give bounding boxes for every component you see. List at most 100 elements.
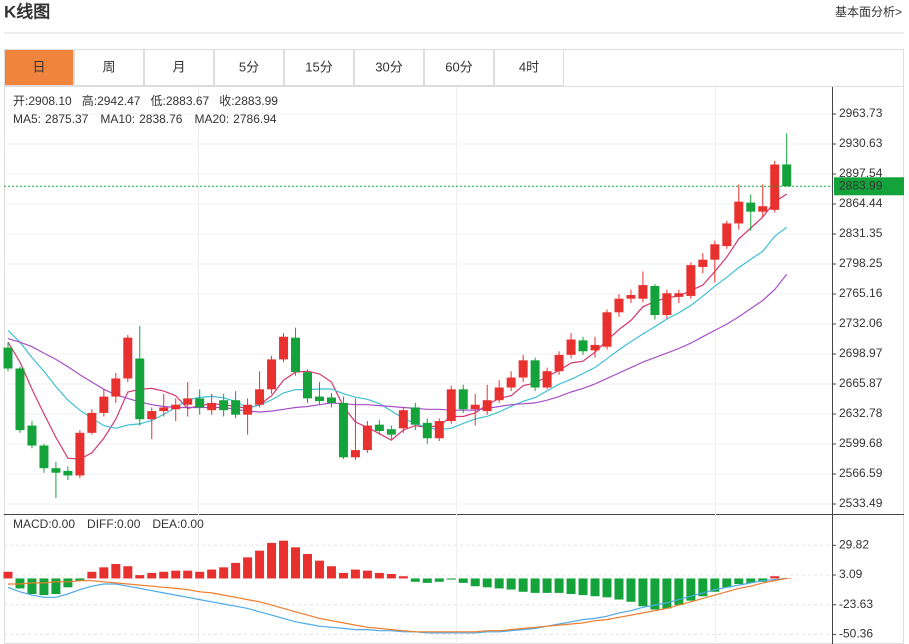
tab-bg: [214, 49, 284, 86]
tab[interactable]: 5分: [214, 49, 284, 86]
macd-bar: [362, 570, 372, 579]
candle-body: [63, 470, 73, 476]
macd-bar: [219, 567, 229, 579]
readout-text: 2942.47: [97, 94, 141, 108]
macd-bar: [470, 578, 480, 587]
candle-body: [350, 450, 360, 458]
macd-bar: [195, 571, 205, 579]
candle-body: [219, 400, 229, 411]
macd-bar: [626, 578, 636, 602]
readout-text: 高:: [82, 93, 97, 108]
macd-bar: [686, 578, 696, 601]
macd-bar: [207, 569, 217, 579]
macd-bar: [458, 578, 468, 583]
tab[interactable]: 15分: [284, 49, 354, 86]
macd-bar: [554, 578, 564, 593]
tab[interactable]: 60分: [424, 49, 494, 86]
candle-body: [506, 377, 516, 388]
macd-bar: [338, 572, 348, 579]
macd-bar: [410, 578, 420, 582]
y-tick-label: 2698.97: [839, 346, 883, 360]
readout-text: 收:: [219, 94, 234, 108]
macd-bar: [243, 557, 253, 579]
candle-body: [722, 223, 732, 247]
candle-body: [195, 398, 205, 408]
candle-body: [650, 285, 660, 315]
candle-body: [422, 422, 432, 439]
macd-bar: [482, 578, 492, 588]
readout-text: MA20:: [194, 112, 229, 126]
candle-body: [542, 371, 552, 388]
candle-body: [686, 265, 696, 296]
tab[interactable]: 月: [144, 49, 214, 86]
macd-bar: [111, 564, 121, 579]
tab-label: 30分: [375, 59, 402, 74]
macd-bar: [386, 574, 396, 579]
readout-text: 低:: [150, 94, 165, 108]
y-tick-label: 2864.44: [839, 196, 883, 210]
readout-text: MACD:: [13, 517, 52, 531]
candle-body: [243, 404, 253, 415]
last-price-label: 2883.99: [839, 178, 883, 192]
candle-body: [87, 412, 97, 433]
candle-body: [578, 340, 588, 352]
readout-text: 2883.67: [166, 94, 210, 108]
y-tick-label: 2897.54: [839, 166, 883, 180]
tab-label: 周: [102, 59, 115, 74]
macd-bar: [183, 570, 193, 579]
macd-bar: [590, 578, 600, 597]
candle-body: [51, 468, 61, 473]
macd-bar: [159, 571, 169, 579]
macd-bar: [650, 578, 660, 610]
macd-bar: [698, 578, 708, 597]
candle-body: [171, 404, 181, 410]
candle-body: [362, 425, 372, 451]
candle-body: [626, 295, 636, 299]
candle-body: [494, 387, 504, 401]
macd-bar: [291, 547, 301, 579]
candle-body: [674, 293, 684, 297]
macd-bar: [135, 575, 145, 579]
tab-label: 日: [32, 59, 45, 74]
y-tick-label: 2732.06: [839, 316, 883, 330]
candle-body: [135, 358, 145, 420]
readout-text: 2908.10: [28, 94, 72, 108]
macd-bar: [566, 578, 576, 594]
last-price-tag: [834, 177, 904, 196]
y-tick-label: 3.09: [839, 567, 863, 581]
macd-bar: [171, 570, 181, 579]
readout-text: 2838.76: [139, 112, 183, 126]
y-tick-label: 29.82: [839, 537, 869, 551]
y-tick-label: 2599.68: [839, 436, 883, 450]
candle-body: [255, 389, 265, 405]
macd-line: [7, 577, 787, 634]
y-tick-label: 2765.16: [839, 286, 883, 300]
tab[interactable]: 30分: [354, 49, 424, 86]
macd-bar: [326, 566, 336, 579]
tab[interactable]: 周: [74, 49, 144, 86]
tab-label: 4时: [519, 59, 539, 74]
candle-body: [159, 407, 169, 412]
candle-body: [482, 400, 492, 412]
candle-body: [758, 206, 768, 212]
macd-bar: [770, 576, 780, 579]
macd-bar: [578, 578, 588, 596]
y-tick-label: 2963.73: [839, 106, 883, 120]
tab[interactable]: 日: [4, 49, 74, 86]
tab-label: 60分: [445, 59, 472, 74]
readout-text: MA10:: [100, 112, 135, 126]
candle-body: [638, 285, 648, 299]
macd-bar: [506, 578, 516, 590]
tab[interactable]: 4时: [494, 49, 564, 86]
tab-label: 15分: [305, 59, 332, 74]
tab-bg: [284, 49, 354, 86]
readout-text: 0.00: [180, 517, 204, 531]
candle-body: [602, 312, 612, 347]
tab-bg: [424, 49, 494, 86]
macd-line: [8, 577, 787, 633]
candle-body: [314, 396, 324, 402]
readout-text: MA5:: [13, 112, 41, 126]
y-tick-label: 2533.49: [839, 496, 883, 510]
y-tick-label: 2831.35: [839, 226, 883, 240]
more-link[interactable]: 基本面分析>: [835, 5, 902, 19]
